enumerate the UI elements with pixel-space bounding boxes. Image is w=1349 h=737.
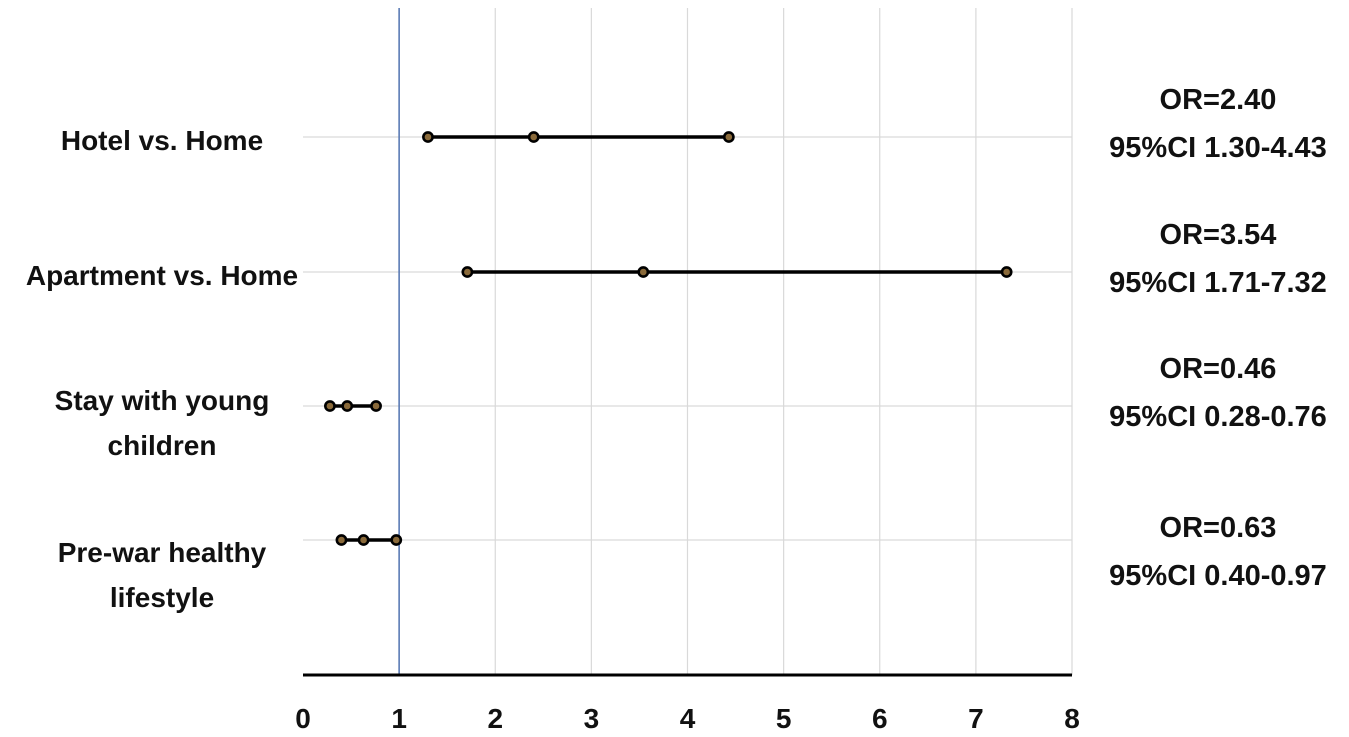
- x-tick-label: 0: [295, 703, 311, 734]
- ci-low-marker: [335, 534, 348, 546]
- confidence-interval-annotation: 95%CI 1.71-7.32: [1109, 267, 1327, 299]
- x-tick-label: 1: [391, 703, 407, 734]
- forest-row: [324, 400, 382, 412]
- forest-row: [335, 534, 403, 546]
- row-label-line: Pre-war healthy: [58, 537, 267, 568]
- odds-ratio-annotation: OR=3.54: [1160, 219, 1277, 251]
- or-marker: [357, 534, 370, 546]
- forest-rows: [324, 131, 1013, 546]
- odds-ratio-annotation: OR=0.63: [1160, 512, 1277, 544]
- gridlines: [303, 8, 1073, 675]
- row-labels: Hotel vs. Home Apartment vs. Home Stay wit…: [26, 125, 298, 613]
- row-label-line: Apartment vs. Home: [26, 260, 298, 291]
- confidence-interval-annotation: 95%CI 0.40-0.97: [1109, 560, 1327, 592]
- confidence-interval-annotation: 95%CI 1.30-4.43: [1109, 132, 1327, 164]
- x-tick-label: 5: [776, 703, 792, 734]
- confidence-interval-annotation: 95%CI 0.28-0.76: [1109, 401, 1327, 433]
- x-tick-label: 6: [872, 703, 888, 734]
- forest-row: [422, 131, 735, 143]
- ci-low-marker: [461, 266, 474, 278]
- or-marker: [637, 266, 650, 278]
- row-annotations: OR=2.40 95%CI 1.30-4.43 OR=3.54 95%CI 1.71-…: [1109, 84, 1327, 592]
- x-tick-label: 7: [968, 703, 984, 734]
- x-tick-labels: 0 1 2 3 4 5 6 7 8: [295, 703, 1080, 734]
- ci-high-marker: [390, 534, 403, 546]
- row-label-line: Hotel vs. Home: [61, 125, 263, 156]
- ci-low-marker: [324, 400, 336, 412]
- row-label-line: Stay with young: [55, 385, 270, 416]
- or-marker: [341, 400, 354, 412]
- x-tick-label: 3: [584, 703, 600, 734]
- ci-high-marker: [722, 131, 735, 143]
- row-label-line: lifestyle: [110, 582, 214, 613]
- odds-ratio-annotation: OR=0.46: [1160, 353, 1277, 385]
- or-marker: [527, 131, 540, 143]
- x-tick-label: 4: [680, 703, 696, 734]
- x-tick-label: 8: [1064, 703, 1080, 734]
- odds-ratio-annotation: OR=2.40: [1160, 84, 1277, 116]
- forest-row: [461, 266, 1013, 278]
- ci-high-marker: [370, 400, 382, 412]
- x-tick-label: 2: [487, 703, 503, 734]
- row-label-line: children: [108, 430, 217, 461]
- ci-low-marker: [422, 131, 434, 143]
- ci-high-marker: [1000, 266, 1013, 278]
